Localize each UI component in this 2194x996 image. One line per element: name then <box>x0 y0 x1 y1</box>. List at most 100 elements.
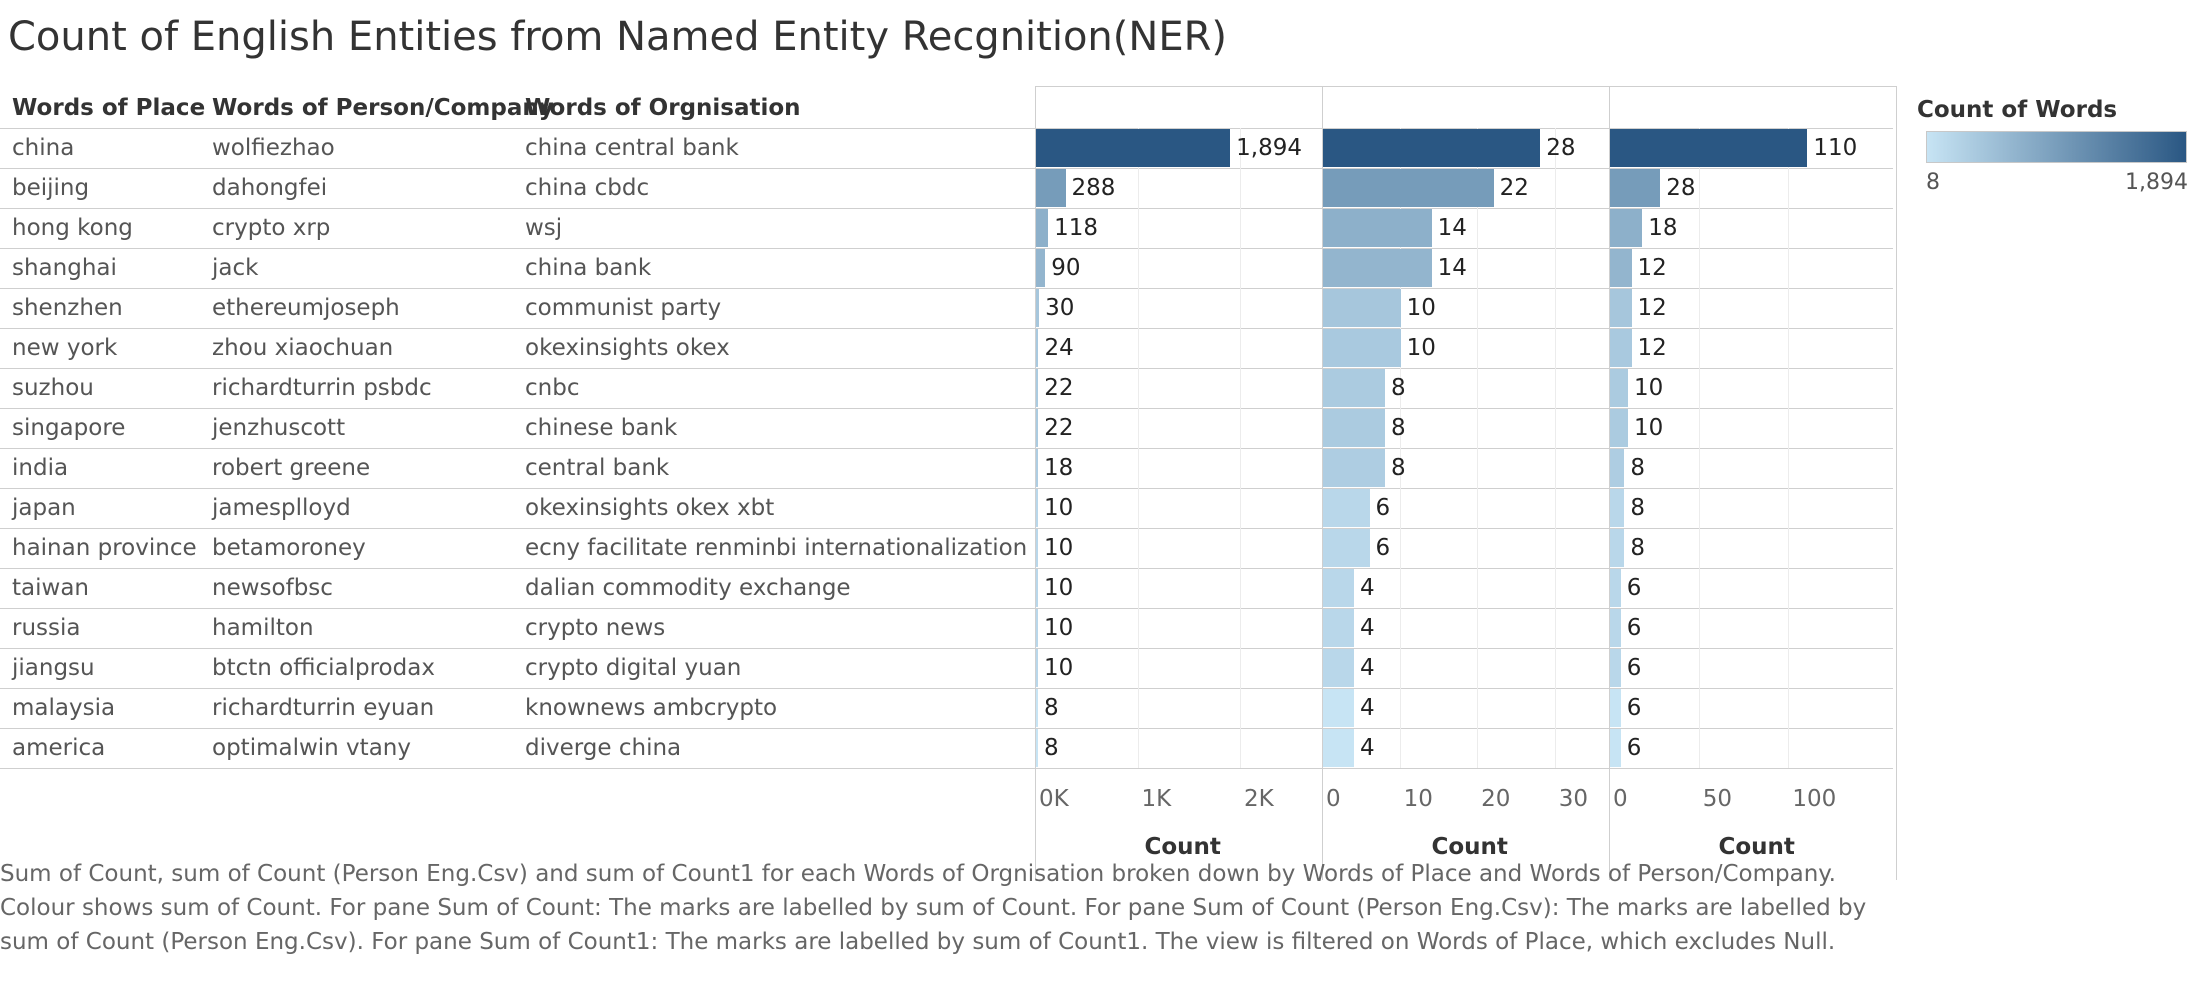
bar[interactable] <box>1610 209 1643 247</box>
bar-value-label: 6 <box>1626 695 1642 721</box>
bar[interactable] <box>1610 729 1621 767</box>
header-words-of-person[interactable]: Words of Person/Company <box>212 95 554 121</box>
x-tick-label: 0 <box>1613 786 1628 812</box>
x-tick-label: 0K <box>1039 786 1069 812</box>
organisation-cell: cnbc <box>525 375 580 401</box>
bar[interactable] <box>1323 169 1494 207</box>
bar-value-label: 22 <box>1044 375 1074 401</box>
bar[interactable] <box>1036 409 1039 447</box>
place-cell: america <box>12 735 106 761</box>
x-tick-label: 20 <box>1481 786 1511 812</box>
bar-value-label: 14 <box>1437 255 1467 281</box>
bar[interactable] <box>1610 369 1628 407</box>
bar[interactable] <box>1610 249 1632 287</box>
row-separator <box>0 768 1893 769</box>
place-cell: india <box>12 455 69 481</box>
bar-value-label: 110 <box>1813 135 1858 161</box>
bar[interactable] <box>1323 609 1355 647</box>
row-separator <box>0 168 1893 169</box>
bar[interactable] <box>1323 489 1370 527</box>
bar[interactable] <box>1036 489 1038 527</box>
bar[interactable] <box>1036 209 1049 247</box>
row-separator <box>0 728 1893 729</box>
bar[interactable] <box>1323 729 1355 767</box>
bar-value-label: 288 <box>1071 175 1116 201</box>
bar[interactable] <box>1323 569 1355 607</box>
bar[interactable] <box>1610 169 1661 207</box>
bar[interactable] <box>1323 289 1401 327</box>
bar[interactable] <box>1036 689 1038 727</box>
bar-value-label: 10 <box>1044 655 1074 681</box>
bar[interactable] <box>1610 329 1632 367</box>
pane-border <box>1896 86 1897 880</box>
bar[interactable] <box>1323 409 1386 447</box>
bar-value-label: 28 <box>1666 175 1696 201</box>
bar[interactable] <box>1610 609 1621 647</box>
bar[interactable] <box>1323 129 1541 167</box>
bar[interactable] <box>1036 649 1038 687</box>
bar[interactable] <box>1036 289 1040 327</box>
bar[interactable] <box>1036 169 1066 207</box>
chart-caption: Sum of Count, sum of Count (Person Eng.C… <box>0 861 1867 955</box>
gridline <box>1477 128 1479 768</box>
gridline <box>1240 128 1241 768</box>
gridline <box>1788 128 1790 768</box>
bar[interactable] <box>1323 249 1432 287</box>
bar[interactable] <box>1036 249 1046 287</box>
bar[interactable] <box>1323 689 1355 727</box>
bar[interactable] <box>1036 529 1038 567</box>
bar[interactable] <box>1323 209 1432 247</box>
bar-value-label: 10 <box>1044 535 1074 561</box>
bar[interactable] <box>1036 129 1231 167</box>
x-axis-title: Count <box>1431 834 1508 860</box>
bar[interactable] <box>1323 329 1401 367</box>
person-cell: btctn officialprodax <box>212 655 435 681</box>
bar-value-label: 10 <box>1406 335 1436 361</box>
bar[interactable] <box>1036 569 1038 607</box>
legend-max-label: 1,894 <box>2125 170 2188 195</box>
bar[interactable] <box>1610 449 1625 487</box>
bar-value-label: 8 <box>1630 535 1645 561</box>
place-cell: hainan province <box>12 535 197 561</box>
bar[interactable] <box>1610 409 1628 447</box>
bar[interactable] <box>1036 609 1038 647</box>
bar[interactable] <box>1036 449 1038 487</box>
bar[interactable] <box>1610 569 1621 607</box>
bar-value-label: 6 <box>1626 655 1642 681</box>
bar[interactable] <box>1610 529 1625 567</box>
bar-value-label: 8 <box>1044 695 1059 721</box>
gridline <box>1698 128 1700 768</box>
bar[interactable] <box>1610 489 1625 527</box>
bar[interactable] <box>1610 289 1632 327</box>
x-tick-label: 10 <box>1403 786 1433 812</box>
row-separator <box>0 648 1893 649</box>
bar-value-label: 30 <box>1045 295 1075 321</box>
bar[interactable] <box>1323 529 1370 567</box>
bar-value-label: 4 <box>1360 575 1375 601</box>
person-cell: wolfiezhao <box>212 135 335 161</box>
pane-border <box>1322 86 1323 880</box>
bar[interactable] <box>1323 649 1355 687</box>
bar-value-label: 90 <box>1051 255 1081 281</box>
bar-value-label: 4 <box>1360 735 1375 761</box>
place-cell: beijing <box>12 175 90 201</box>
bar[interactable] <box>1323 449 1386 487</box>
organisation-cell: diverge china <box>525 735 682 761</box>
row-separator <box>0 448 1893 449</box>
chart-title: Count of English Entities from Named Ent… <box>8 14 1227 60</box>
legend-title: Count of Words <box>1917 97 2118 123</box>
header-words-of-place[interactable]: Words of Place <box>12 95 206 121</box>
bar[interactable] <box>1036 329 1039 367</box>
header-words-of-organisation[interactable]: Words of Orgnisation <box>525 95 801 121</box>
bar[interactable] <box>1036 729 1038 767</box>
bar[interactable] <box>1610 689 1621 727</box>
x-axis-title: Count <box>1144 834 1221 860</box>
person-cell: robert greene <box>212 455 371 481</box>
bar[interactable] <box>1610 649 1621 687</box>
bar-value-label: 1,894 <box>1236 135 1302 161</box>
bar[interactable] <box>1323 369 1386 407</box>
x-tick-label: 1K <box>1141 786 1172 812</box>
bar-value-label: 22 <box>1499 175 1529 201</box>
bar[interactable] <box>1036 369 1039 407</box>
bar[interactable] <box>1610 129 1808 167</box>
